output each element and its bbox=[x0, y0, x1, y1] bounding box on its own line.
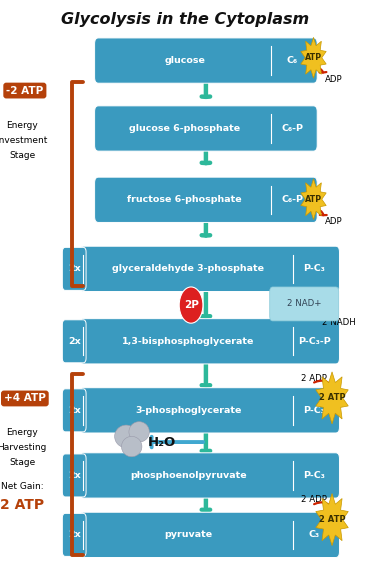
FancyBboxPatch shape bbox=[80, 246, 339, 291]
Polygon shape bbox=[316, 494, 348, 546]
Text: 3-phosphoglycerate: 3-phosphoglycerate bbox=[135, 406, 242, 415]
Text: C₆-P: C₆-P bbox=[281, 195, 303, 204]
Text: C₃: C₃ bbox=[309, 530, 320, 539]
FancyBboxPatch shape bbox=[62, 454, 86, 497]
Text: Energy: Energy bbox=[6, 121, 38, 130]
Polygon shape bbox=[316, 372, 348, 424]
FancyBboxPatch shape bbox=[62, 320, 86, 363]
Text: 2P: 2P bbox=[184, 300, 198, 310]
Text: 2 NADH: 2 NADH bbox=[322, 318, 356, 327]
Text: P-C₃-P: P-C₃-P bbox=[298, 337, 331, 346]
Ellipse shape bbox=[129, 422, 149, 442]
FancyBboxPatch shape bbox=[80, 319, 339, 364]
Text: C₆-P: C₆-P bbox=[281, 124, 303, 133]
Text: 2x: 2x bbox=[68, 530, 81, 539]
Ellipse shape bbox=[115, 425, 138, 448]
FancyBboxPatch shape bbox=[62, 389, 86, 432]
Text: glyceraldehyde 3-phosphate: glyceraldehyde 3-phosphate bbox=[112, 264, 264, 273]
Text: Energy: Energy bbox=[6, 428, 38, 438]
Text: +4 ATP: +4 ATP bbox=[4, 393, 46, 404]
Text: P-C₃: P-C₃ bbox=[303, 406, 325, 415]
FancyBboxPatch shape bbox=[95, 106, 317, 151]
Text: 2x: 2x bbox=[68, 406, 81, 415]
Text: 2 ADP: 2 ADP bbox=[301, 495, 326, 504]
FancyBboxPatch shape bbox=[80, 453, 339, 498]
Text: glucose: glucose bbox=[164, 56, 205, 65]
Text: 2 ATP: 2 ATP bbox=[319, 515, 345, 524]
FancyBboxPatch shape bbox=[95, 177, 317, 222]
FancyBboxPatch shape bbox=[80, 512, 339, 558]
Text: Harvesting: Harvesting bbox=[0, 443, 47, 452]
Text: fructose 6-phosphate: fructose 6-phosphate bbox=[127, 195, 242, 204]
FancyBboxPatch shape bbox=[62, 247, 86, 290]
Text: -2 ATP: -2 ATP bbox=[6, 85, 43, 96]
FancyBboxPatch shape bbox=[62, 513, 86, 556]
Text: Stage: Stage bbox=[9, 458, 35, 467]
Text: C₆: C₆ bbox=[287, 56, 298, 65]
FancyBboxPatch shape bbox=[95, 38, 317, 83]
Text: P-C₃: P-C₃ bbox=[303, 264, 325, 273]
Text: Net Gain:: Net Gain: bbox=[1, 482, 43, 491]
Text: ATP: ATP bbox=[305, 53, 322, 62]
Text: P-C₃: P-C₃ bbox=[303, 471, 325, 480]
Text: H₂O: H₂O bbox=[147, 436, 175, 448]
Ellipse shape bbox=[121, 436, 142, 457]
Text: 2 NAD+: 2 NAD+ bbox=[287, 299, 321, 308]
Text: 2x: 2x bbox=[68, 337, 81, 346]
Text: 2x: 2x bbox=[68, 471, 81, 480]
Text: 2 ADP: 2 ADP bbox=[301, 374, 326, 383]
Text: 2x: 2x bbox=[68, 264, 81, 273]
Text: ADP: ADP bbox=[325, 217, 342, 226]
Text: Glycolysis in the Cytoplasm: Glycolysis in the Cytoplasm bbox=[62, 12, 309, 27]
Text: Stage: Stage bbox=[9, 151, 35, 160]
Circle shape bbox=[179, 287, 203, 323]
Polygon shape bbox=[301, 179, 326, 220]
Text: 1,3-bisphosphoglycerate: 1,3-bisphosphoglycerate bbox=[122, 337, 255, 346]
Text: ADP: ADP bbox=[325, 75, 342, 84]
Text: Investment: Investment bbox=[0, 136, 48, 145]
Text: 2 ATP: 2 ATP bbox=[319, 393, 345, 402]
Text: glucose 6-phosphate: glucose 6-phosphate bbox=[129, 124, 240, 133]
Polygon shape bbox=[301, 37, 326, 78]
FancyBboxPatch shape bbox=[270, 287, 339, 321]
Text: 2 ATP: 2 ATP bbox=[0, 498, 44, 512]
Text: phosphoenolpyruvate: phosphoenolpyruvate bbox=[130, 471, 247, 480]
Text: ATP: ATP bbox=[305, 195, 322, 204]
Text: pyruvate: pyruvate bbox=[164, 530, 212, 539]
FancyBboxPatch shape bbox=[80, 388, 339, 433]
